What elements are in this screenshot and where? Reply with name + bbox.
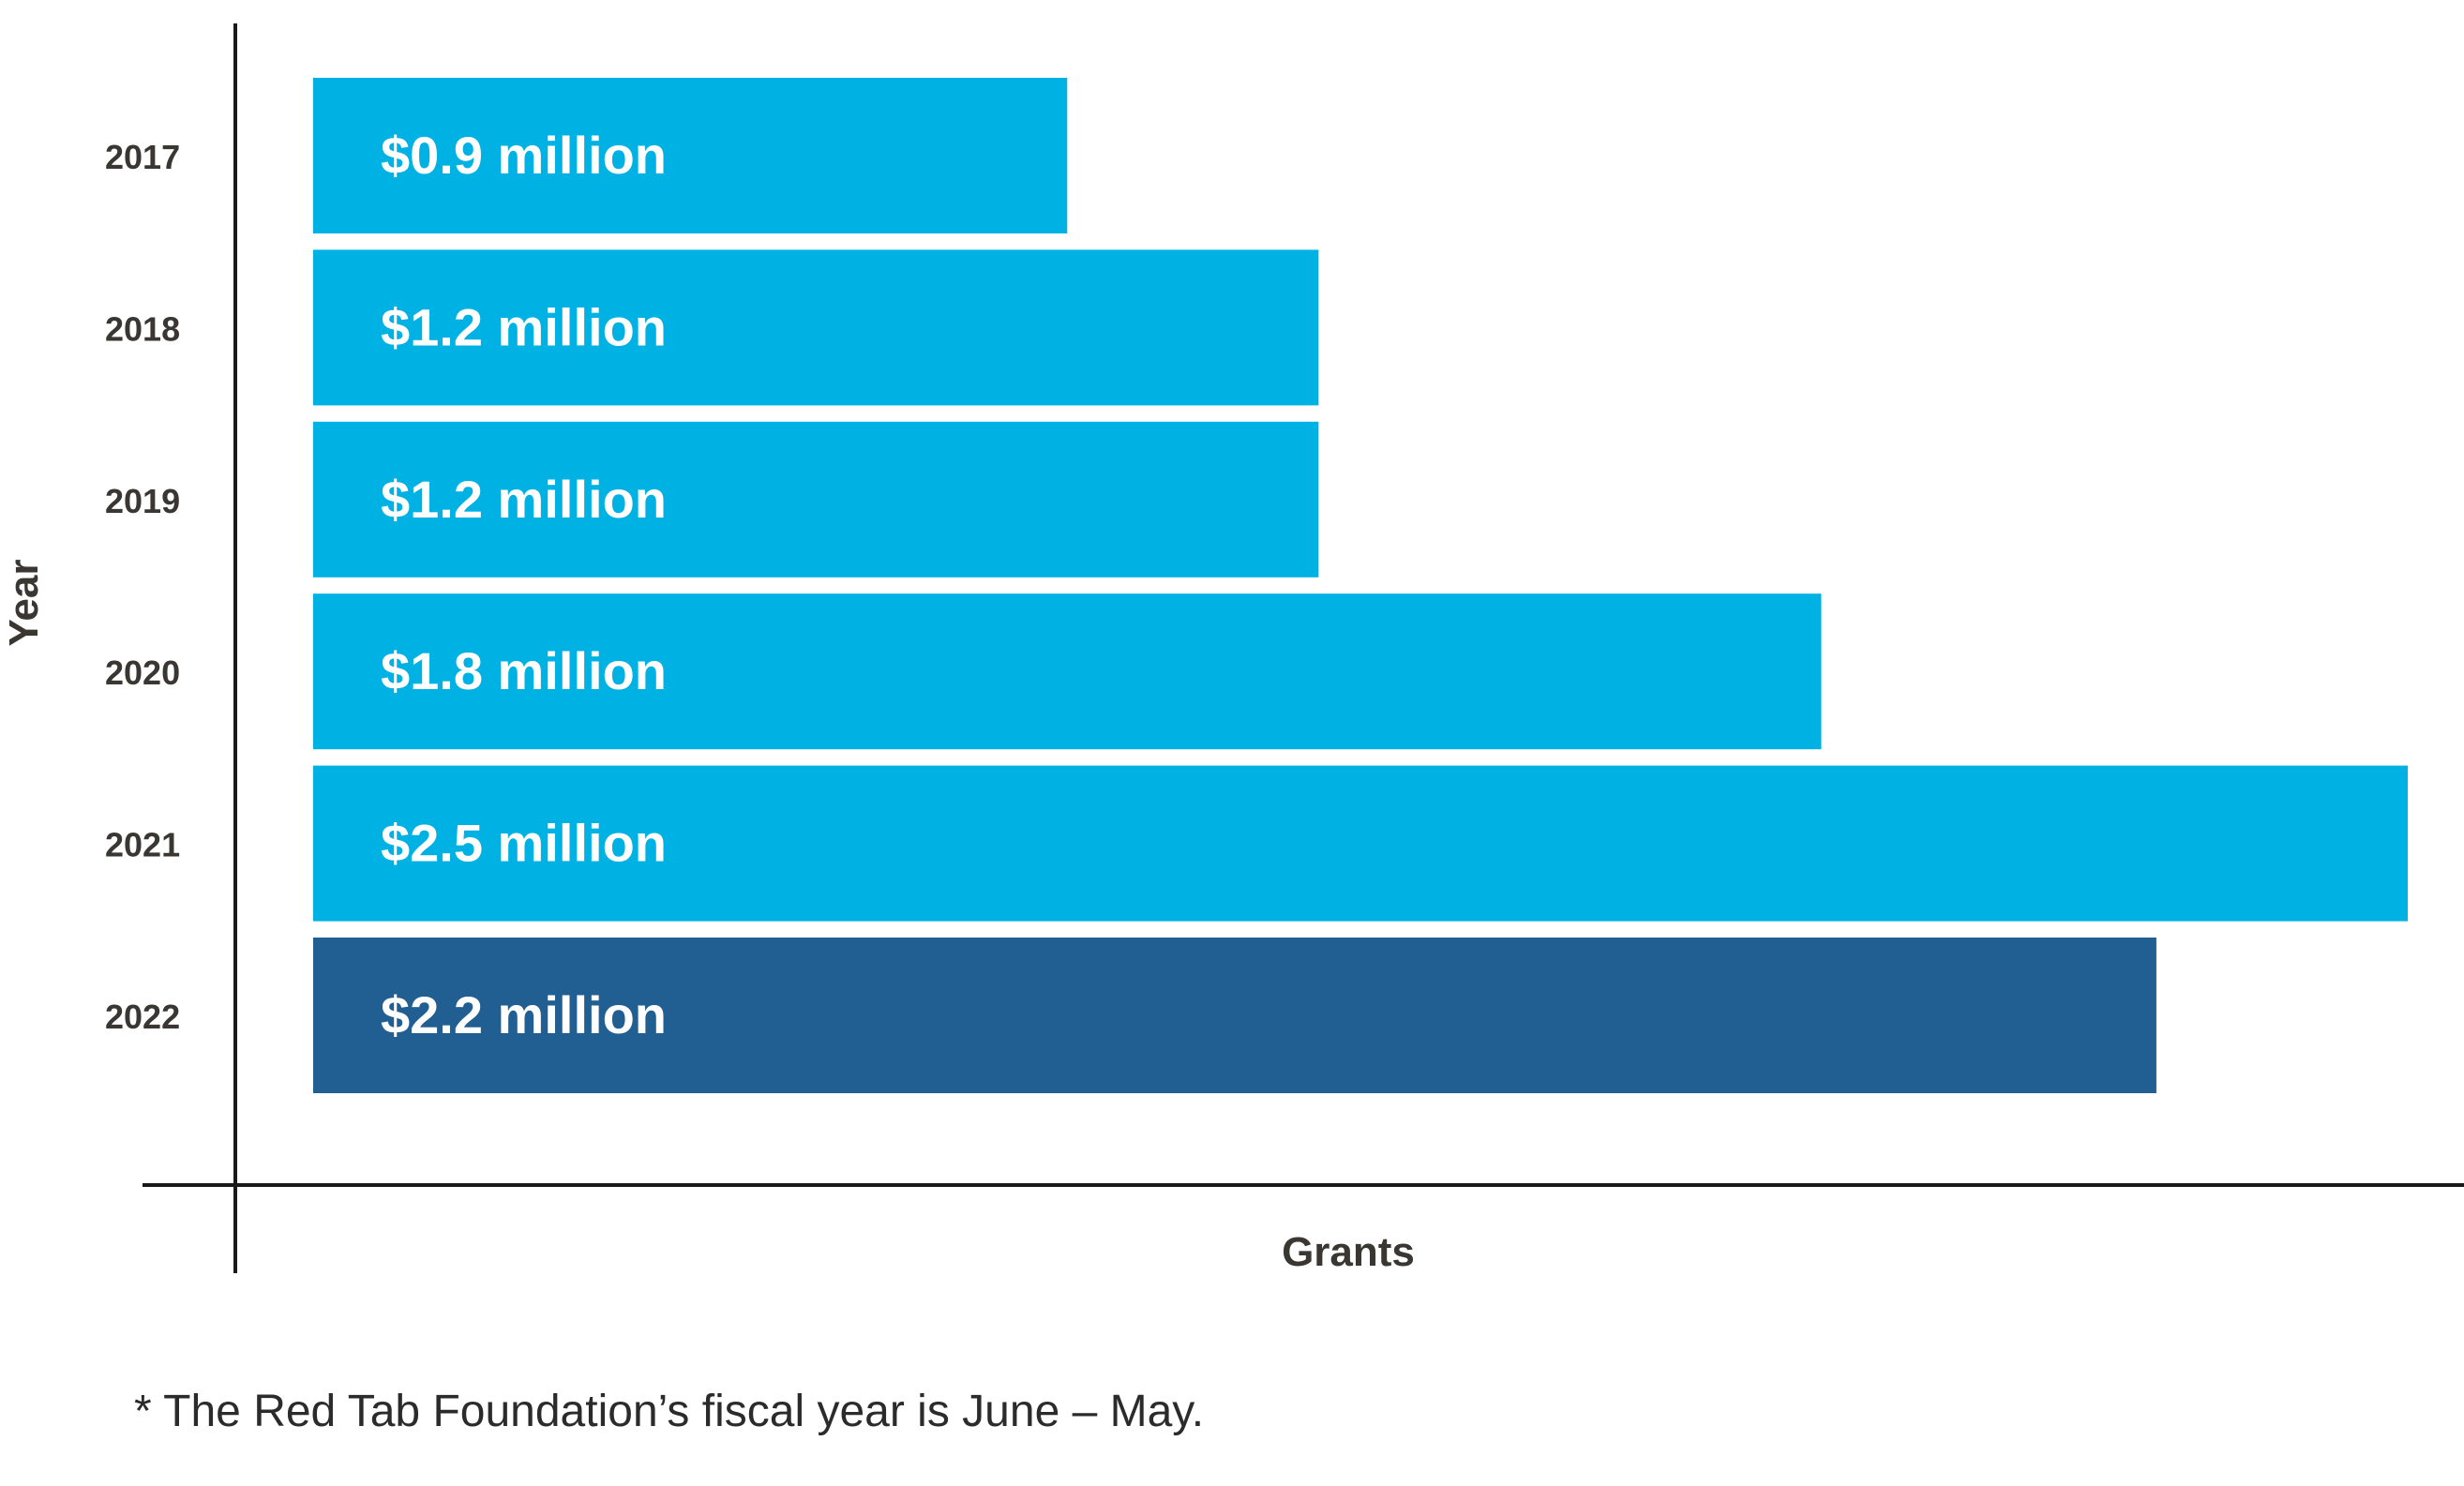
bar-value-label-2017: $0.9 million: [381, 126, 667, 185]
bar-2022: [313, 938, 2156, 1093]
footnote: * The Red Tab Foundation’s fiscal year i…: [134, 1387, 1205, 1436]
bar-2017: [313, 78, 1068, 233]
bar-2021: [313, 765, 2408, 922]
y-tick-label-2021: 2021: [105, 826, 180, 864]
bar-2019: [313, 421, 1319, 578]
bars-layer: $0.9 million $1.2 million $1.2 million $1.8…: [313, 78, 2408, 1093]
y-tick-label-2017: 2017: [105, 138, 180, 176]
bar-value-label-2018: $1.2 million: [381, 297, 667, 356]
y-tick-label-2018: 2018: [105, 309, 180, 348]
bar-value-label-2021: $2.5 million: [381, 814, 667, 873]
y-tick-label-2019: 2019: [105, 482, 180, 520]
y-axis-label: Year: [1, 560, 47, 647]
bar-2018: [313, 249, 1319, 406]
bar-value-label-2019: $1.2 million: [381, 470, 667, 529]
bar-2020: [313, 593, 1822, 750]
bar-value-label-2022: $2.2 million: [381, 985, 667, 1044]
y-tick-label-2022: 2022: [105, 998, 180, 1036]
y-tick-label-2020: 2020: [105, 653, 180, 692]
y-tick-labels: 2017 2018 2019 2020 2021 2022: [105, 138, 180, 1036]
x-axis-label: Grants: [1282, 1229, 1415, 1275]
bar-value-label-2020: $1.8 million: [381, 641, 667, 700]
